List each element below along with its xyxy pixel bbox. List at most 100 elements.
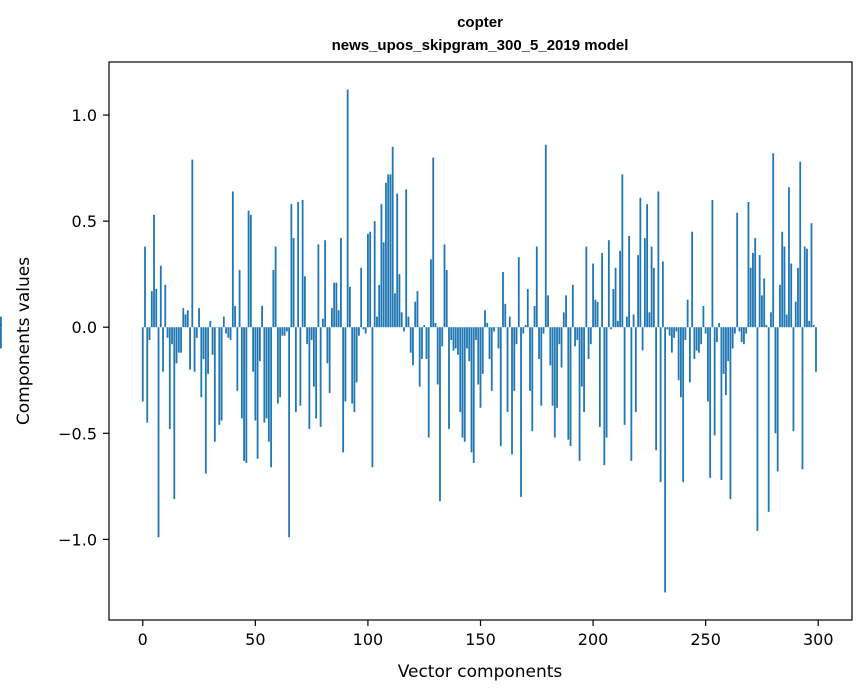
bar-component-127 (427, 327, 430, 438)
bar-component-44 (240, 327, 243, 419)
bar-component-299 (815, 327, 817, 372)
bar-component-286 (785, 314, 788, 328)
bar-component-188 (565, 295, 567, 328)
bar-component-207 (607, 240, 610, 328)
bar-component-91 (346, 89, 349, 328)
bar-component-52 (258, 327, 261, 362)
bar-component-255 (716, 327, 718, 343)
bar-component-275 (761, 295, 763, 328)
bar-component-204 (601, 252, 603, 328)
bar-component-162 (506, 327, 509, 413)
bar-component-217 (630, 327, 633, 461)
bar-component-279 (770, 312, 772, 328)
bar-component-115 (400, 312, 403, 328)
bar-component-281 (774, 327, 777, 434)
bar-component-106 (380, 204, 383, 328)
bar-component-237 (675, 327, 678, 332)
chart-subtitle: news_upos_skipgram_300_5_2019 model (332, 37, 629, 54)
bar-component-150 (479, 327, 482, 408)
bar-component-5 (153, 214, 155, 328)
bar-component-197 (585, 246, 588, 328)
bar-component-102 (371, 327, 374, 468)
bar-component-60 (276, 327, 279, 404)
bar-component-20 (186, 310, 189, 328)
bar-component-260 (727, 327, 730, 362)
bar-component-69 (297, 202, 300, 328)
bar-component-177 (540, 327, 543, 406)
bar-component-185 (558, 327, 561, 345)
bar-component-258 (722, 327, 725, 374)
bar-component-111 (391, 146, 394, 328)
bar-component-63 (283, 327, 286, 336)
bar-component-147 (472, 327, 475, 463)
bar-component-295 (806, 248, 808, 328)
x-tick-label: 250 (690, 630, 721, 649)
bar-component-90 (344, 327, 347, 402)
bar-component-262 (731, 327, 734, 349)
bar-component-35 (220, 327, 223, 421)
bar-component-226 (650, 246, 653, 328)
bar-component-182 (551, 327, 554, 406)
bar-component-290 (794, 301, 797, 328)
y-tick-label: 0.5 (72, 212, 97, 231)
bar-component-87 (337, 310, 340, 328)
bar-component-272 (754, 238, 757, 328)
bar-component-244 (691, 231, 694, 328)
bar-component-203 (598, 327, 601, 427)
bar-component-144 (466, 327, 468, 349)
bar-component-165 (513, 327, 516, 391)
bar-component-224 (646, 204, 649, 328)
bar-component-78 (317, 244, 320, 328)
bar-component-96 (358, 327, 360, 336)
bar-component-243 (688, 327, 691, 383)
bar-component-112 (394, 293, 396, 328)
bar-component-84 (331, 308, 333, 328)
bar-component-181 (549, 327, 552, 366)
bar-component-159 (499, 327, 502, 447)
bar-component-56 (267, 327, 270, 442)
bar-component-154 (488, 327, 491, 360)
bar-component-43 (238, 269, 241, 328)
bar-component-270 (749, 267, 752, 328)
bar-component-293 (801, 327, 804, 470)
bar-component-57 (270, 327, 273, 468)
bar-component-198 (587, 327, 590, 360)
chart-title: copter (457, 14, 503, 31)
bar-component-19 (184, 314, 187, 328)
bar-component-125 (423, 325, 426, 328)
bar-component-187 (562, 312, 565, 328)
bar-component-130 (434, 322, 437, 328)
bar-component-146 (470, 327, 473, 453)
bar-component-118 (407, 316, 410, 328)
bar-component-280 (772, 153, 775, 328)
bar-component-3 (148, 327, 151, 340)
bar-component-73 (306, 327, 309, 345)
bar-component-230 (659, 327, 662, 483)
bar-component-241 (684, 327, 687, 340)
bar-component-108 (385, 182, 387, 328)
bar-component-54 (263, 327, 266, 423)
bar-component-254 (713, 327, 716, 436)
bar-component-107 (382, 242, 385, 328)
bar-component-156 (493, 327, 495, 332)
bar-component-119 (409, 327, 412, 353)
bar-component-133 (441, 327, 444, 347)
bar-component-85 (333, 282, 336, 328)
bar-component-247 (698, 327, 700, 353)
bar-component-139 (454, 327, 457, 349)
bar-component-93 (351, 327, 354, 404)
bar-component-110 (389, 174, 392, 328)
bar-component-12 (168, 327, 171, 430)
bar-component-141 (459, 327, 462, 413)
x-tick-label: 300 (803, 630, 834, 649)
bar-component-199 (589, 327, 592, 345)
bar-component-153 (486, 322, 489, 328)
bar-component-66 (290, 204, 293, 328)
bar-component-225 (648, 312, 651, 328)
bar-component-168 (520, 327, 522, 497)
bar-component-24 (195, 327, 198, 338)
bar-component-34 (218, 327, 221, 425)
bar-component-268 (745, 327, 748, 334)
bar-component-278 (767, 327, 770, 512)
